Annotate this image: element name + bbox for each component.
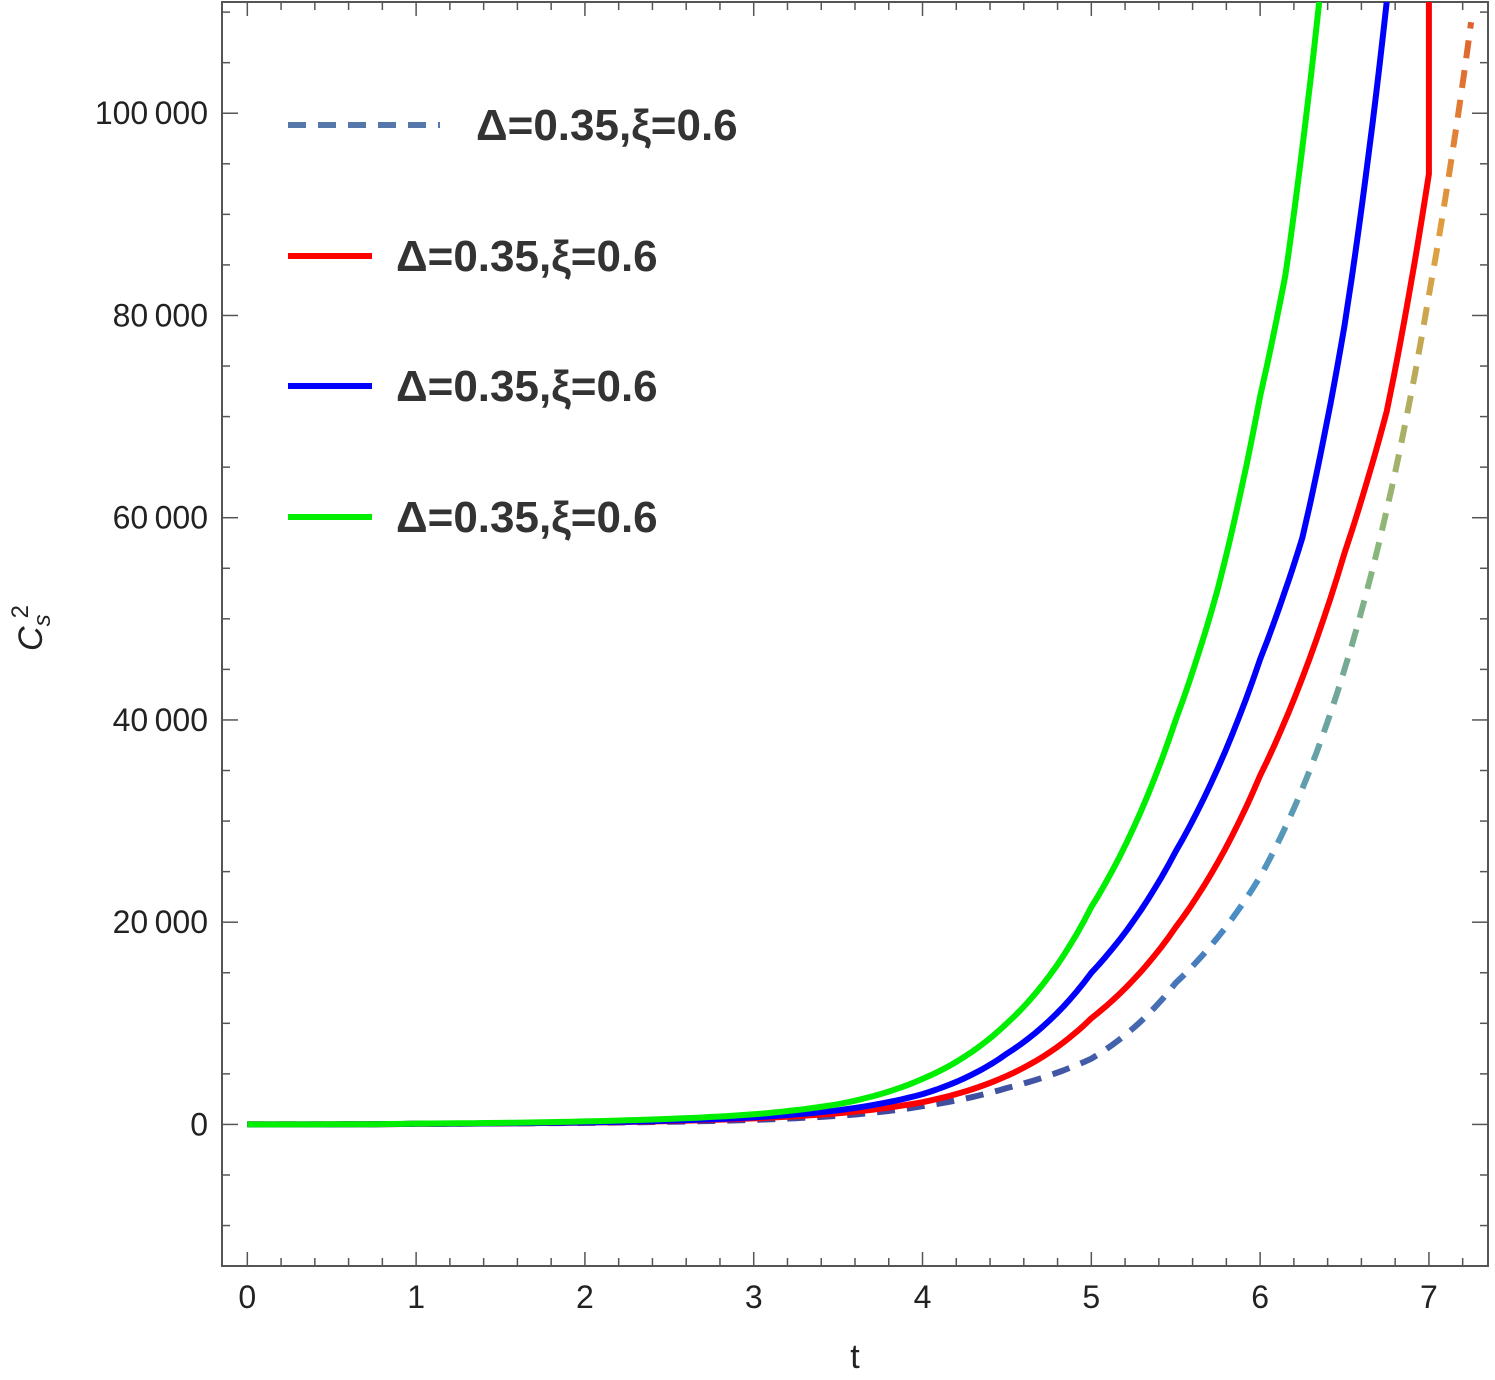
y-tick-label: 0 [190,1106,208,1142]
legend-entry: Δ=0.35,ξ=0.6 [288,362,658,411]
legend-label: Δ=0.35,ξ=0.6 [476,101,738,150]
series-line-3 [247,2,1390,1128]
y-axis-label: Cs2 [7,605,56,651]
y-tick-label: 80 000 [113,297,208,333]
x-tick-label: 5 [1082,1279,1100,1315]
legend: Δ=0.35,ξ=0.6 Δ=0.35,ξ=0.6 Δ=0.35,ξ=0.6 Δ=0.… [288,101,738,542]
legend-entry: Δ=0.35,ξ=0.6 [288,493,658,542]
y-axis-label-subscript: s [29,614,56,626]
svg-text:Cs2: Cs2 [7,605,56,651]
legend-label: Δ=0.35,ξ=0.6 [396,232,658,281]
legend-label: Δ=0.35,ξ=0.6 [396,493,658,542]
legend-entry: Δ=0.35,ξ=0.6 [288,101,738,150]
axis-ticks [222,2,1488,1266]
x-tick-label: 7 [1420,1279,1438,1315]
y-axis-label-base: C [12,626,50,651]
y-axis-label-superscript: 2 [7,605,34,618]
legend-label: Δ=0.35,ξ=0.6 [396,362,658,411]
x-axis-label: t [850,1338,860,1376]
series-layer [247,2,1475,1128]
y-tick-label: 20 000 [113,904,208,940]
x-tick-label: 6 [1251,1279,1269,1315]
x-tick-label: 2 [576,1279,594,1315]
x-tick-label: 3 [745,1279,763,1315]
series-line-2 [247,2,1432,1128]
x-tick-label: 0 [238,1279,256,1315]
y-tick-label: 100 000 [95,95,208,131]
x-tick-label: 4 [914,1279,932,1315]
legend-entry: Δ=0.35,ξ=0.6 [288,232,658,281]
tick-labels: 0 1 2 3 4 5 6 7 0 20 000 40 000 60 000 80 000 100 000 [95,95,1438,1315]
y-tick-label: 40 000 [113,702,208,738]
y-tick-label: 60 000 [113,500,208,536]
series-line-4 [247,2,1323,1128]
x-tick-label: 1 [407,1279,425,1315]
series-line-1 [247,21,1475,1128]
